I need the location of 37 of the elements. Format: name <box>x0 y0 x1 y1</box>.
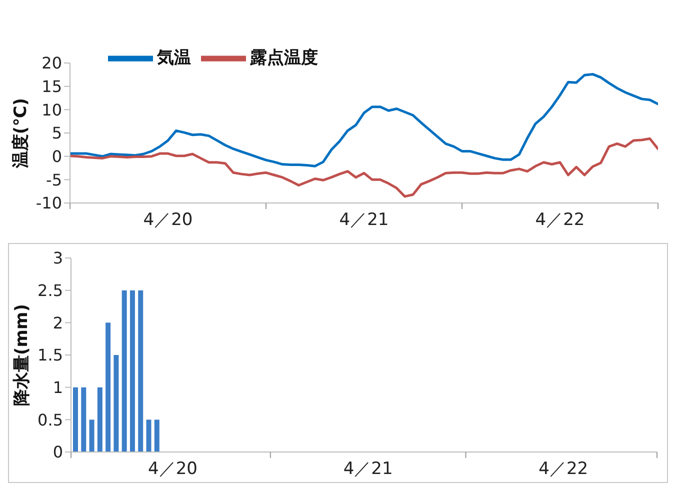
y-tick-label: 1.5 <box>38 346 63 365</box>
bar <box>146 420 152 452</box>
bar <box>81 387 86 452</box>
x-tick-label: 4／21 <box>339 210 389 230</box>
bar <box>130 290 135 452</box>
x-tick-label: 4／20 <box>148 459 198 479</box>
y-tick-label: 0 <box>52 147 62 166</box>
bar <box>122 290 127 452</box>
bar <box>89 420 94 452</box>
y-tick-label: -5 <box>46 170 62 190</box>
bar <box>154 420 160 452</box>
y-tick-label: 2.5 <box>38 281 63 300</box>
line-series <box>70 72 658 168</box>
y-tick-label: 0.5 <box>38 410 63 430</box>
y-tick-label: 15 <box>42 77 62 96</box>
y-axis-title: 温度(℃) <box>11 98 32 170</box>
x-tick-label: 4／22 <box>535 210 585 230</box>
bar <box>114 355 119 452</box>
bar <box>106 322 111 452</box>
y-tick-label: 2 <box>52 313 63 332</box>
bar <box>73 387 78 452</box>
legend-label: 気温 <box>157 48 191 68</box>
y-tick-label: 3 <box>52 248 63 268</box>
y-tick-label: 0 <box>52 442 63 462</box>
x-tick-label: 4／20 <box>143 210 193 230</box>
x-tick-label: 4／22 <box>538 459 588 479</box>
line-series <box>70 137 658 198</box>
y-tick-label: 20 <box>42 54 62 73</box>
y-tick-label: -10 <box>36 194 62 213</box>
y-tick-label: 1 <box>52 378 63 398</box>
bar <box>138 290 144 452</box>
legend-label: 露点温度 <box>250 48 318 68</box>
y-tick-label: 10 <box>42 100 62 120</box>
y-axis-title: 降水量(mm) <box>12 304 32 406</box>
bar <box>97 387 102 452</box>
y-tick-label: 5 <box>52 124 62 143</box>
x-tick-label: 4／21 <box>343 459 393 479</box>
